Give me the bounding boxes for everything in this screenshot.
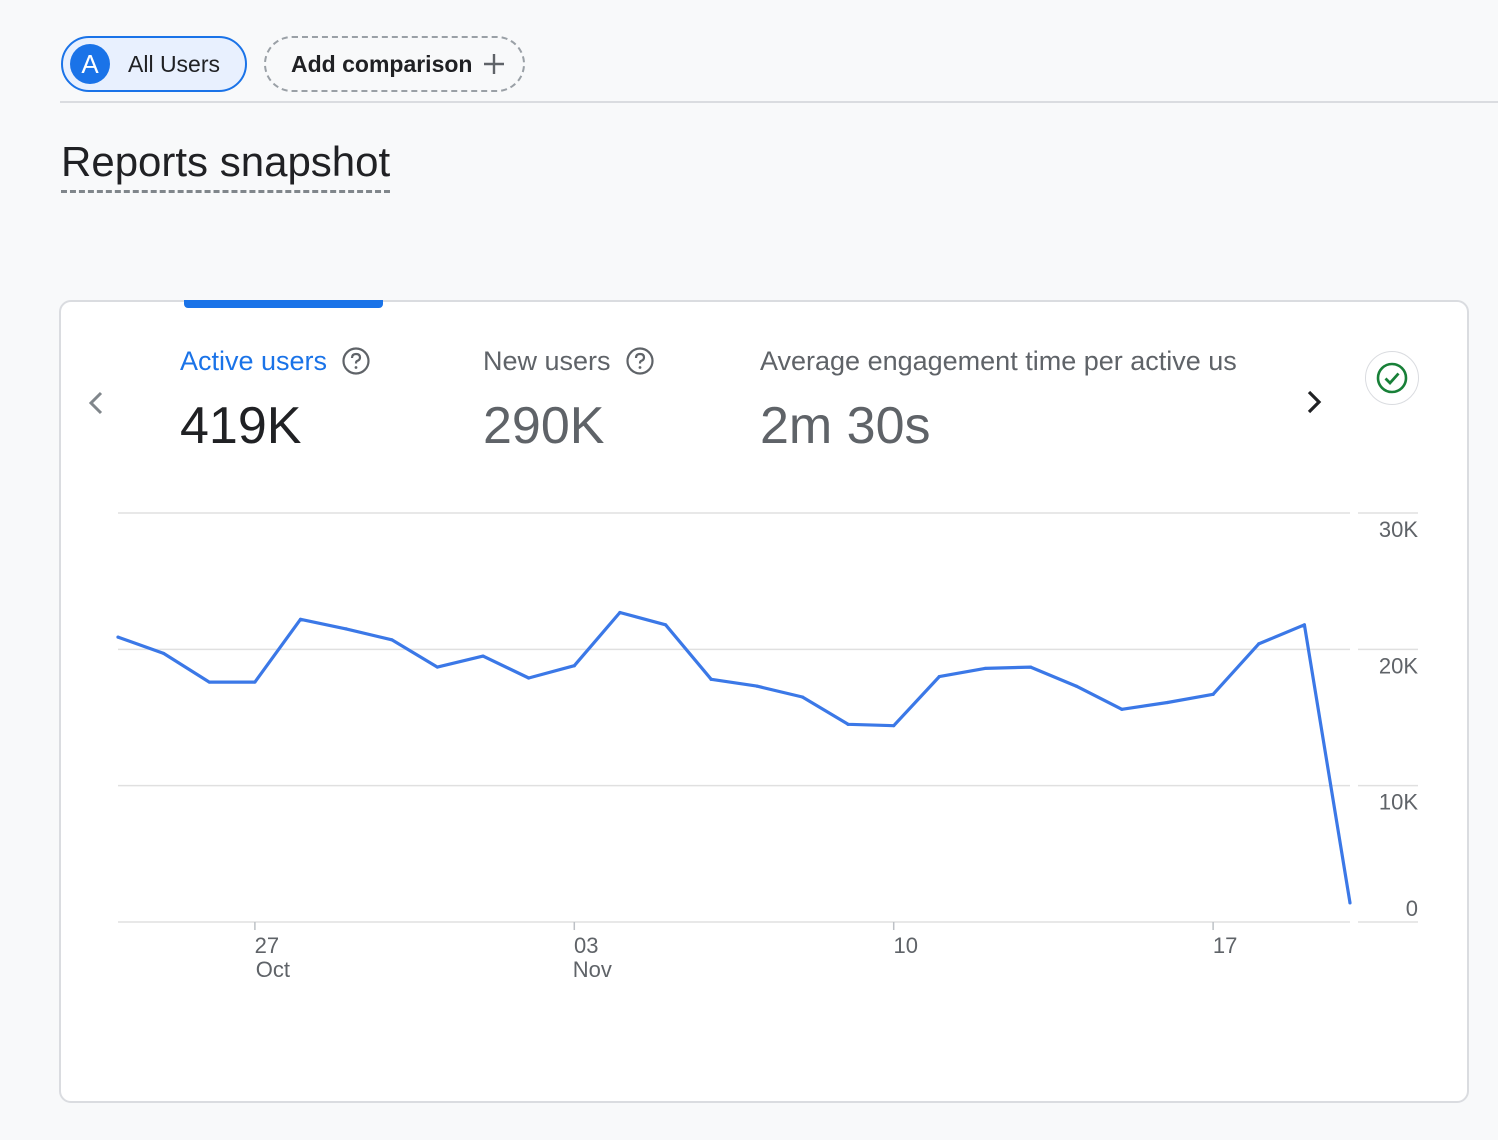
data-point <box>846 722 850 726</box>
data-point <box>709 677 713 681</box>
data-point <box>344 627 348 631</box>
chevron-left-icon[interactable] <box>82 385 110 421</box>
data-point <box>162 651 166 656</box>
data-point <box>1302 623 1306 627</box>
data-point <box>298 617 303 621</box>
add-comparison-label: Add comparison <box>291 50 473 77</box>
data-point <box>983 666 987 671</box>
x-tick-label: 17 <box>1213 933 1237 958</box>
add-comparison-button[interactable]: Add comparison <box>264 36 525 92</box>
data-point <box>572 664 576 668</box>
data-point <box>527 676 531 680</box>
x-tick-label: 27 <box>255 933 279 958</box>
y-tick-label: 10K <box>1379 790 1418 815</box>
x-tick-label: 10 <box>893 933 917 958</box>
metric-tab-engagement-time[interactable]: Average engagement time per active us 2m… <box>760 345 1278 457</box>
all-users-segment-chip[interactable]: A All Users <box>61 36 247 92</box>
metric-value: 290K <box>483 397 605 455</box>
data-point <box>1028 665 1033 669</box>
data-point <box>1348 901 1352 905</box>
x-tick-label: 03 <box>574 933 598 958</box>
page-title: Reports snapshot <box>61 138 391 193</box>
data-point <box>207 680 211 684</box>
data-point <box>1074 684 1078 688</box>
y-tick-label: 0 <box>1406 896 1418 921</box>
data-point <box>390 638 394 642</box>
divider <box>60 101 1498 103</box>
data-point <box>1211 692 1215 696</box>
segment-label: All Users <box>128 50 221 77</box>
data-point <box>755 684 759 688</box>
metric-label: New users <box>483 346 611 376</box>
metric-value: 419K <box>180 397 302 455</box>
y-tick-label: 20K <box>1379 653 1418 678</box>
data-point <box>618 610 622 615</box>
active-users-series-line <box>117 610 1352 904</box>
data-point <box>800 695 805 699</box>
metric-tab-active-users[interactable]: Active users 419K <box>180 345 371 457</box>
x-tick-month-label: Oct <box>256 957 290 982</box>
data-point <box>1165 700 1170 705</box>
help-circle-icon[interactable] <box>625 346 655 376</box>
metric-label: Average engagement time per active us <box>760 346 1237 376</box>
chevron-right-icon[interactable] <box>1300 384 1328 420</box>
data-point <box>937 675 941 679</box>
plus-icon <box>484 54 504 74</box>
data-point <box>892 724 896 728</box>
check-circle-icon <box>1376 362 1408 394</box>
data-point <box>481 654 485 658</box>
help-circle-icon[interactable] <box>341 346 371 376</box>
active-tab-indicator <box>184 300 383 308</box>
comparison-bar: A All Users Add comparison <box>0 0 1498 104</box>
y-tick-label: 30K <box>1379 517 1418 542</box>
x-tick-month-label: Nov <box>573 957 612 982</box>
data-point <box>1120 707 1124 711</box>
data-point <box>253 680 257 684</box>
data-point <box>116 635 120 639</box>
data-point <box>1257 642 1261 646</box>
metric-tab-new-users[interactable]: New users 290K <box>483 345 655 457</box>
data-point <box>663 623 668 627</box>
metric-label: Active users <box>180 346 328 376</box>
insight-status-button[interactable] <box>1365 351 1419 405</box>
snapshot-card <box>59 300 1469 1103</box>
segment-avatar: A <box>70 44 110 84</box>
metric-value: 2m 30s <box>760 397 931 455</box>
data-point <box>435 665 440 669</box>
